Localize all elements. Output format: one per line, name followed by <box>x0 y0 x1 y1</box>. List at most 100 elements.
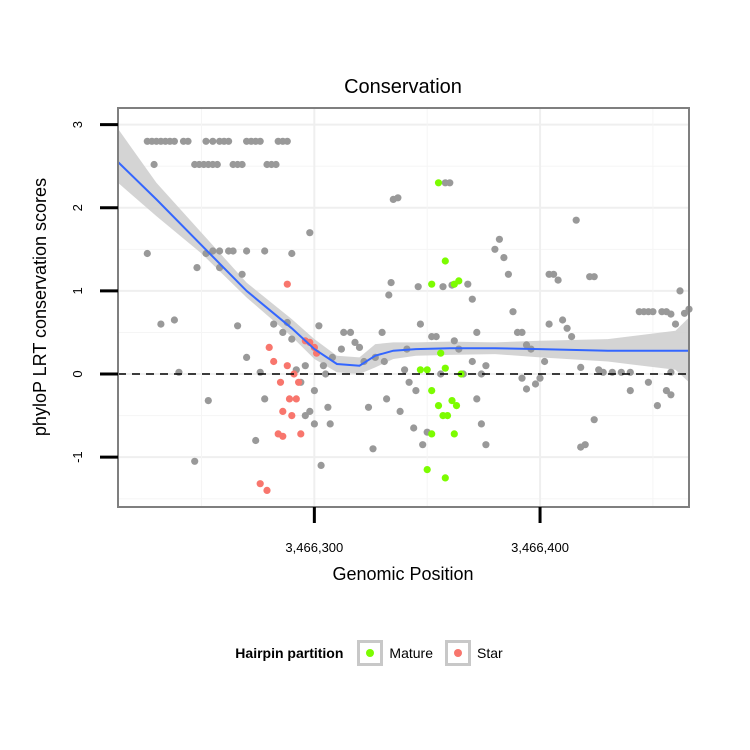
point-other <box>439 283 447 291</box>
legend-key-star <box>445 640 471 666</box>
y-tick-label: 1 <box>70 287 85 294</box>
point-other <box>355 343 364 351</box>
point-other <box>256 137 264 145</box>
confidence-band <box>118 128 689 383</box>
y-tick-label: -1 <box>70 451 85 463</box>
point-other <box>649 308 657 316</box>
point-other <box>477 370 485 378</box>
point-other <box>518 374 526 382</box>
point-other <box>495 235 503 243</box>
point-other <box>193 264 201 272</box>
y-axis: -1 0 1 2 3 <box>70 121 118 463</box>
point-other <box>301 412 309 420</box>
point-other <box>563 324 571 332</box>
point-other <box>351 338 359 346</box>
point-mature <box>423 466 431 474</box>
point-other <box>676 287 684 295</box>
point-other <box>536 374 544 382</box>
point-other <box>283 137 291 145</box>
point-other <box>202 137 210 145</box>
point-other <box>504 270 512 278</box>
legend-dot-mature-icon <box>366 649 375 657</box>
point-other <box>396 407 404 415</box>
point-other <box>191 457 199 465</box>
point-other <box>225 137 233 145</box>
point-mature <box>455 277 463 285</box>
point-mature <box>416 366 424 374</box>
point-other <box>324 403 332 411</box>
point-other <box>568 333 576 341</box>
point-other <box>554 276 562 284</box>
point-other <box>310 387 318 395</box>
point-other <box>644 378 653 386</box>
y-tick-label: 2 <box>70 204 85 211</box>
x-tick-label: 3,466,300 <box>285 540 343 555</box>
point-other <box>270 320 278 328</box>
series-other <box>143 137 693 469</box>
legend-title: Hairpin partition <box>235 645 344 661</box>
point-other <box>590 273 598 281</box>
point-other <box>473 395 481 403</box>
y-tick-label: 0 <box>70 370 85 377</box>
point-other <box>261 395 269 403</box>
x-axis-label: Genomic Position <box>332 564 473 584</box>
point-other <box>306 407 314 415</box>
point-other <box>541 357 549 366</box>
point-other <box>608 368 616 376</box>
point-other <box>385 291 393 299</box>
legend-item-star: Star <box>445 640 513 666</box>
point-other <box>667 310 675 318</box>
point-other <box>256 368 264 376</box>
legend-dot-star-icon <box>454 649 462 657</box>
point-other <box>272 160 280 169</box>
point-other <box>394 194 402 202</box>
point-mature <box>443 412 452 420</box>
series-mature <box>416 179 465 482</box>
point-other <box>482 441 490 449</box>
point-other <box>150 160 158 169</box>
point-other <box>617 368 625 376</box>
point-mature <box>423 366 431 374</box>
point-other <box>364 403 373 411</box>
point-other <box>243 247 251 255</box>
point-other <box>500 254 508 262</box>
point-mature <box>450 430 458 438</box>
point-star <box>279 407 287 415</box>
point-other <box>317 461 325 469</box>
point-other <box>175 368 183 376</box>
point-other <box>234 322 242 330</box>
legend-item-mature: Mature <box>357 640 443 666</box>
point-other <box>319 362 327 370</box>
point-other <box>667 368 675 376</box>
point-other <box>572 216 580 224</box>
point-other <box>626 387 634 395</box>
point-other <box>243 353 251 361</box>
point-mature <box>428 280 436 288</box>
point-mature <box>441 364 449 372</box>
point-mature <box>428 387 436 395</box>
point-other <box>419 441 427 449</box>
point-star <box>297 430 305 438</box>
point-other <box>412 387 420 395</box>
point-other <box>288 249 296 258</box>
point-other <box>387 279 395 287</box>
point-star <box>283 280 291 288</box>
point-other <box>401 366 409 374</box>
point-other <box>279 328 287 336</box>
point-other <box>491 245 499 253</box>
plot-background <box>118 108 689 507</box>
point-other <box>252 436 260 445</box>
point-other <box>410 424 418 432</box>
legend: Hairpin partition Mature Star <box>0 640 750 666</box>
legend-label-mature: Mature <box>389 645 433 661</box>
point-other <box>213 160 221 169</box>
point-other <box>238 160 246 169</box>
point-other <box>340 328 348 336</box>
point-mature <box>441 257 449 265</box>
point-other <box>559 316 567 324</box>
point-mature <box>437 349 445 357</box>
point-other <box>209 137 217 145</box>
point-other <box>477 420 485 428</box>
point-other <box>550 270 558 278</box>
